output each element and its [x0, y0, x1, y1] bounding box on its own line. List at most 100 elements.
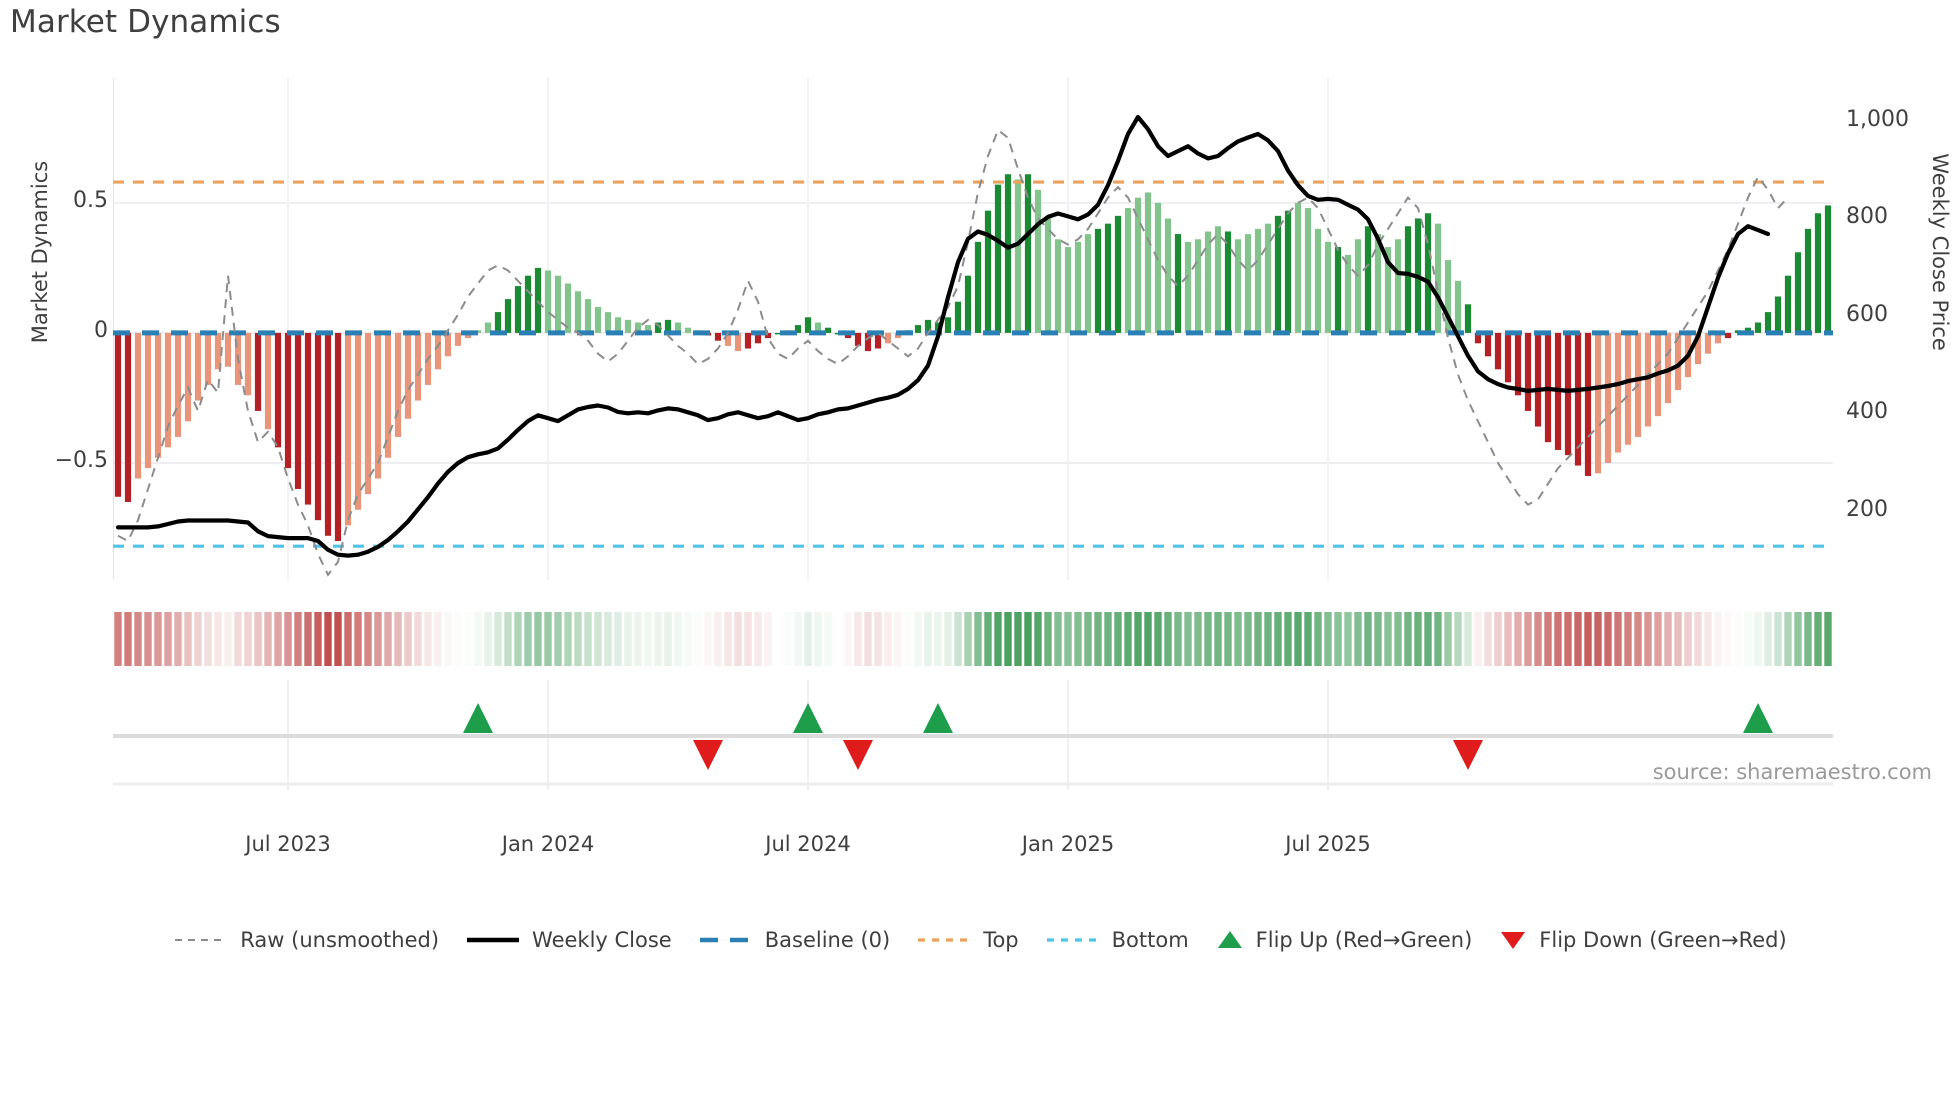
flip-markers-svg [113, 680, 1833, 790]
histogram-bar [924, 319, 932, 333]
legend-item[interactable]: Weekly Close [465, 928, 672, 952]
histogram-bar [724, 332, 732, 346]
heatmap-cell [224, 612, 232, 666]
flip-down-marker[interactable] [693, 740, 723, 770]
flip-down-marker[interactable] [843, 740, 873, 770]
flip-up-marker[interactable] [463, 703, 493, 733]
histogram-bar [614, 317, 622, 333]
histogram-bar [544, 270, 552, 333]
heatmap-cell [324, 612, 332, 666]
histogram-bar [1054, 239, 1062, 333]
histogram-bar [664, 319, 672, 333]
heatmap-cell [624, 612, 632, 666]
heatmap-cell [574, 612, 582, 666]
histogram-bar [944, 317, 952, 333]
heatmap-cell [234, 612, 242, 666]
flip-up-marker[interactable] [1743, 703, 1773, 733]
y-axis-label-left: Market Dynamics [28, 160, 52, 344]
flip-down-marker[interactable] [1453, 740, 1483, 770]
histogram-bar [524, 275, 532, 333]
heatmap-cell [1314, 612, 1322, 666]
x-tick: Jul 2025 [1285, 832, 1371, 856]
histogram-bar [844, 332, 852, 339]
heatmap-cell [644, 612, 652, 666]
legend-flip-down-triangle-icon [1501, 932, 1526, 949]
heatmap-cell [984, 612, 992, 666]
histogram-bar [1354, 239, 1362, 333]
histogram-bar [574, 291, 582, 333]
histogram-bar [514, 286, 522, 333]
flip-up-marker[interactable] [793, 703, 823, 733]
heatmap-cell [514, 612, 522, 666]
histogram-bar [974, 241, 982, 333]
histogram-bar [964, 275, 972, 333]
histogram-bar [1814, 213, 1822, 333]
heatmap-cell [1004, 612, 1012, 666]
heatmap-cell [384, 612, 392, 666]
heatmap-cell [1654, 612, 1662, 666]
legend-item[interactable]: Top [916, 928, 1019, 952]
histogram-bar [1564, 332, 1572, 456]
legend-baseline-dashed-icon [699, 937, 752, 943]
heatmap-cell [1104, 612, 1112, 666]
heatmap-cell [1794, 612, 1802, 666]
heatmap-cell [1424, 612, 1432, 666]
histogram-bar [1754, 322, 1762, 333]
heatmap-cell [1124, 612, 1132, 666]
heatmap-cell [1134, 612, 1142, 666]
heatmap-cell [764, 612, 772, 666]
legend-top-dotted-icon [918, 938, 971, 942]
heatmap-cell [714, 612, 722, 666]
heatmap-cell [1344, 612, 1352, 666]
histogram-bar [344, 332, 352, 526]
heatmap-cell [1264, 612, 1272, 666]
heatmap-cell [1624, 612, 1632, 666]
histogram-bar [454, 332, 462, 346]
legend-item[interactable]: Raw (unsmoothed) [173, 928, 439, 952]
legend-item[interactable]: Bottom [1045, 928, 1189, 952]
legend-item-label: Bottom [1111, 928, 1189, 952]
histogram-bar [1384, 247, 1392, 333]
histogram-bar [394, 332, 402, 437]
heatmap-cell [1584, 612, 1592, 666]
heatmap-cell [634, 612, 642, 666]
heatmap-cell [414, 612, 422, 666]
heatmap-cell [1534, 612, 1542, 666]
heatmap-cell [294, 612, 302, 666]
legend-item[interactable]: Baseline (0) [698, 928, 890, 952]
histogram-bar [1724, 332, 1732, 339]
heatmap-cell [664, 612, 672, 666]
histogram-bar [284, 332, 292, 469]
heatmap-cell [1014, 612, 1022, 666]
histogram-bar [1224, 231, 1232, 333]
heatmap-cell [1474, 612, 1482, 666]
heatmap-cell [1074, 612, 1082, 666]
legend-item[interactable]: Flip Down (Green→Red) [1498, 928, 1787, 952]
histogram-bar [144, 332, 152, 469]
heatmap-cell [924, 612, 932, 666]
legend-item[interactable]: Flip Up (Red→Green) [1215, 928, 1472, 952]
histogram-bar [1094, 228, 1102, 333]
heatmap-cell [374, 612, 382, 666]
histogram-bar [1174, 234, 1182, 333]
heatmap-cell [904, 612, 912, 666]
heatmap-cell [1644, 612, 1652, 666]
histogram-bar [854, 332, 862, 346]
heatmap-cell [1664, 612, 1672, 666]
heatmap-cell [534, 612, 542, 666]
histogram-bar [1064, 247, 1072, 333]
histogram-bar [1524, 332, 1532, 411]
heatmap-cell [354, 612, 362, 666]
flip-up-marker[interactable] [923, 703, 953, 733]
heatmap-cell [1224, 612, 1232, 666]
legend-solid-line-icon [467, 937, 520, 943]
histogram-bar [114, 332, 122, 497]
legend-item-label: Weekly Close [532, 928, 672, 952]
heatmap-cell [1384, 612, 1392, 666]
heatmap-cell [1114, 612, 1122, 666]
histogram-bar [654, 322, 662, 333]
legend-item-label: Top [983, 928, 1019, 952]
heatmap-cell [1284, 612, 1292, 666]
heatmap-cell [164, 612, 172, 666]
histogram-bar [624, 319, 632, 333]
